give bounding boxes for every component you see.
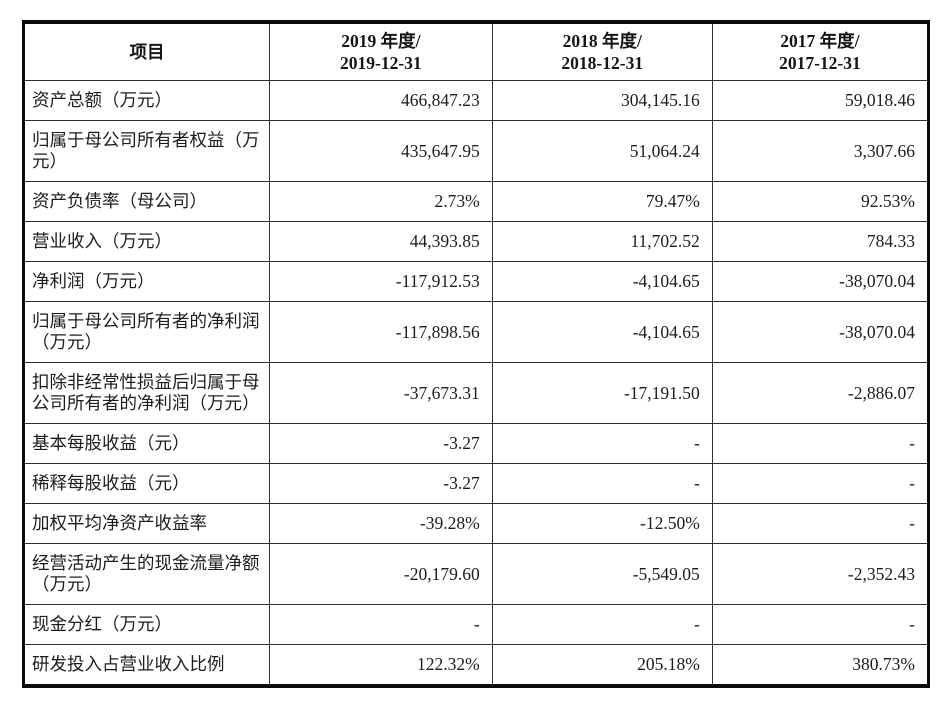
column-header-line2: 2019-12-31 — [340, 53, 422, 73]
row-value: 122.32% — [268, 644, 493, 685]
row-value: -3.27 — [268, 463, 493, 504]
column-header-line1: 2018 年度/ — [562, 31, 642, 51]
row-value: - — [491, 463, 713, 504]
row-value: -39.28% — [268, 503, 493, 544]
row-value: 466,847.23 — [268, 80, 493, 121]
row-value: 3,307.66 — [711, 120, 928, 182]
table-row: 归属于母公司所有者的净利润（万元） -117,898.56 -4,104.65 -38… — [24, 301, 928, 363]
table-row: 加权平均净资产收益率 -39.28% -12.50% - — [24, 503, 928, 544]
row-label: 扣除非经常性损益后归属于母公司所有者的净利润（万元） — [24, 362, 270, 424]
row-value: -38,070.04 — [711, 261, 928, 302]
row-label: 研发投入占营业收入比例 — [24, 644, 270, 685]
row-value: 51,064.24 — [491, 120, 713, 182]
row-label: 归属于母公司所有者的净利润（万元） — [24, 301, 270, 363]
table: 项目 2019 年度/ 2019-12-31 2018 年度/ 2018-12-… — [24, 23, 928, 685]
row-value: 304,145.16 — [491, 80, 713, 121]
row-label: 净利润（万元） — [24, 261, 270, 302]
column-header-2019: 2019 年度/ 2019-12-31 — [268, 23, 493, 81]
row-value: -38,070.04 — [711, 301, 928, 363]
table-header-row: 项目 2019 年度/ 2019-12-31 2018 年度/ 2018-12-… — [24, 23, 928, 81]
row-label: 基本每股收益（元） — [24, 423, 270, 464]
row-label: 营业收入（万元） — [24, 221, 270, 262]
row-value: - — [491, 423, 713, 464]
row-value: -4,104.65 — [491, 301, 713, 363]
row-value: 11,702.52 — [491, 221, 713, 262]
row-label: 资产负债率（母公司） — [24, 181, 270, 222]
row-value: -37,673.31 — [268, 362, 493, 424]
column-header-line1: 2017 年度/ — [780, 31, 860, 51]
row-value: - — [268, 604, 493, 645]
row-value: 92.53% — [711, 181, 928, 222]
table-row: 现金分红（万元） - - - — [24, 604, 928, 645]
row-label: 现金分红（万元） — [24, 604, 270, 645]
financial-summary-table: 项目 2019 年度/ 2019-12-31 2018 年度/ 2018-12-… — [22, 20, 930, 688]
table-body: 资产总额（万元） 466,847.23 304,145.16 59,018.46 归属于… — [24, 80, 928, 685]
row-value: 205.18% — [491, 644, 713, 685]
table-row: 净利润（万元） -117,912.53 -4,104.65 -38,070.04 — [24, 261, 928, 302]
table-row: 稀释每股收益（元） -3.27- - — [24, 463, 928, 504]
table-row: 扣除非经常性损益后归属于母公司所有者的净利润（万元） -37,673.31 -17,… — [24, 362, 928, 424]
column-header-line2: 2018-12-31 — [561, 53, 644, 73]
row-value: -2,352.43 — [711, 543, 928, 605]
row-value: - — [491, 604, 713, 645]
column-header-item: 项目 — [24, 23, 270, 81]
column-header-2017: 2017 年度/ 2017-12-31 — [711, 23, 928, 81]
row-value: -5,549.05 — [491, 543, 713, 605]
row-value: -117,912.53 — [268, 261, 493, 302]
row-value: - — [711, 463, 928, 504]
column-header-line2: 2017-12-31 — [779, 53, 861, 73]
row-value: - — [711, 604, 928, 645]
row-value: -4,104.65 — [491, 261, 713, 302]
row-value: 44,393.85 — [268, 221, 493, 262]
row-value: 2.73% — [268, 181, 493, 222]
row-label: 加权平均净资产收益率 — [24, 503, 270, 544]
table-row: 研发投入占营业收入比例 122.32% 205.18% 380.73% — [24, 644, 928, 685]
row-value: 380.73% — [711, 644, 928, 685]
table-row: 资产总额（万元） 466,847.23 304,145.16 59,018.46 — [24, 80, 928, 121]
row-value: -2,886.07 — [711, 362, 928, 424]
row-value: 59,018.46 — [711, 80, 928, 121]
table-row: 经营活动产生的现金流量净额（万元） -20,179.60 -5,549.05 -2,3… — [24, 543, 928, 605]
row-value: 784.33 — [711, 221, 928, 262]
row-label: 稀释每股收益（元） — [24, 463, 270, 504]
column-header-2018: 2018 年度/ 2018-12-31 — [491, 23, 713, 81]
row-value: - — [711, 503, 928, 544]
table-row: 资产负债率（母公司） 2.73% 79.47% 92.53% — [24, 181, 928, 222]
table-row: 营业收入（万元） 44,393.85 11,702.52 784.33 — [24, 221, 928, 262]
table-row: 归属于母公司所有者权益（万元） 435,647.95 51,064.24 3,307.… — [24, 120, 928, 182]
row-label: 经营活动产生的现金流量净额（万元） — [24, 543, 270, 605]
column-header-line1: 2019 年度/ — [341, 31, 421, 51]
row-label: 归属于母公司所有者权益（万元） — [24, 120, 270, 182]
row-value: -17,191.50 — [491, 362, 713, 424]
row-value: 435,647.95 — [268, 120, 493, 182]
row-value: -12.50% — [491, 503, 713, 544]
row-value: 79.47% — [491, 181, 713, 222]
row-label: 资产总额（万元） — [24, 80, 270, 121]
row-value: - — [711, 423, 928, 464]
row-value: -3.27 — [268, 423, 493, 464]
table-row: 基本每股收益（元） -3.27- - — [24, 423, 928, 464]
row-value: -117,898.56 — [268, 301, 493, 363]
row-value: -20,179.60 — [268, 543, 493, 605]
column-header-label: 项目 — [129, 42, 165, 62]
